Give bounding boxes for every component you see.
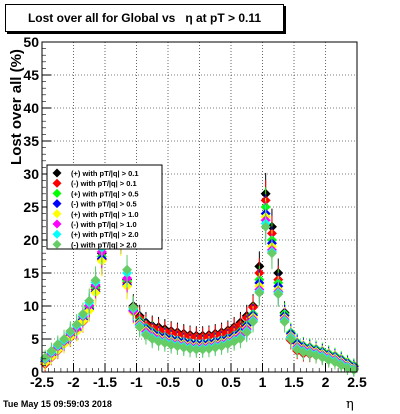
series-layer bbox=[40, 169, 359, 377]
x-tick-label: -2.5 bbox=[30, 374, 54, 390]
data-point bbox=[348, 365, 359, 376]
data-point bbox=[260, 221, 271, 232]
y-tick-label: 10 bbox=[23, 298, 39, 314]
data-point bbox=[77, 308, 88, 319]
x-tick-label: -2 bbox=[67, 374, 80, 390]
data-point bbox=[266, 248, 277, 259]
x-tick-label: 2 bbox=[322, 374, 330, 390]
data-point bbox=[46, 345, 57, 356]
data-point bbox=[65, 326, 76, 337]
y-tick-label: 45 bbox=[23, 67, 39, 83]
legend-marker bbox=[52, 209, 62, 219]
y-axis-label: Lost over all (%) bbox=[8, 49, 25, 165]
data-point bbox=[285, 334, 296, 344]
x-tick-label: -0.5 bbox=[156, 374, 180, 390]
legend-entry: (-) with pT/|q| > 0.5 bbox=[71, 200, 137, 209]
timestamp: Tue May 15 09:59:03 2018 bbox=[3, 399, 112, 409]
y-tick-label: 50 bbox=[23, 34, 39, 50]
data-point bbox=[122, 264, 133, 275]
data-point bbox=[59, 334, 70, 344]
x-tick-label: 0 bbox=[196, 374, 204, 390]
axes: -2.5 -2 -1.5 -1 -0.5 0 0.5 1 1.5 2 2.5 0 5 10 15 20 25 30… bbox=[23, 34, 367, 390]
x-tick-label: 2.5 bbox=[347, 374, 367, 390]
x-tick-label: 1.5 bbox=[284, 374, 304, 390]
y-tick-label: 15 bbox=[23, 265, 39, 281]
x-axis-label: η bbox=[346, 397, 354, 412]
legend-entry: (-) with pT/|q| > 1.0 bbox=[71, 220, 137, 229]
y-tick-label: 35 bbox=[23, 133, 39, 149]
y-tick-label: 30 bbox=[23, 166, 39, 182]
legend-marker bbox=[52, 188, 62, 198]
x-tick-label: 1 bbox=[259, 374, 267, 390]
y-tick-label: 5 bbox=[31, 331, 39, 347]
y-tick-label: 0 bbox=[31, 364, 39, 380]
data-point bbox=[279, 316, 290, 327]
data-point bbox=[185, 343, 196, 354]
legend: (+) with pT/|q| > 0.1(-) with pT/|q| > 0… bbox=[46, 164, 163, 250]
data-point bbox=[197, 344, 208, 355]
data-point bbox=[71, 319, 82, 330]
legend-marker bbox=[52, 168, 62, 178]
legend-entry: (+) with pT/|q| > 0.1 bbox=[71, 169, 139, 178]
data-point bbox=[241, 327, 252, 338]
legend-marker bbox=[52, 239, 62, 249]
legend-box bbox=[46, 164, 163, 250]
data-point bbox=[90, 275, 101, 286]
data-point bbox=[235, 334, 246, 344]
chart-title: Lost over all for Global vs η at pT > 0.… bbox=[5, 4, 284, 32]
data-point bbox=[140, 330, 151, 341]
y-tick-label: 40 bbox=[23, 100, 39, 116]
data-point bbox=[52, 339, 63, 350]
legend-entry: (+) with pT/|q| > 0.5 bbox=[71, 189, 139, 198]
legend-marker bbox=[52, 178, 62, 188]
legend-marker bbox=[52, 199, 62, 209]
legend-marker bbox=[52, 219, 62, 229]
data-point bbox=[248, 316, 259, 327]
y-tick-label: 25 bbox=[23, 199, 39, 215]
legend-entry: (+) with pT/|q| > 1.0 bbox=[71, 210, 139, 219]
x-tick-label: -1.5 bbox=[93, 374, 117, 390]
legend-entry: (-) with pT/|q| > 2.0 bbox=[71, 240, 137, 249]
data-point bbox=[134, 322, 145, 333]
data-point bbox=[273, 289, 284, 300]
legend-marker bbox=[52, 229, 62, 239]
data-point bbox=[84, 295, 95, 306]
data-point bbox=[128, 302, 139, 313]
x-tick-label: 0.5 bbox=[221, 374, 241, 390]
legend-entry: (-) with pT/|q| > 0.1 bbox=[71, 179, 137, 188]
y-tick-label: 20 bbox=[23, 232, 39, 248]
data-point bbox=[40, 352, 51, 363]
legend-entry: (+) with pT/|q| > 2.0 bbox=[71, 230, 139, 239]
data-point bbox=[191, 344, 202, 355]
x-tick-label: -1 bbox=[130, 374, 143, 390]
data-point bbox=[254, 287, 265, 298]
